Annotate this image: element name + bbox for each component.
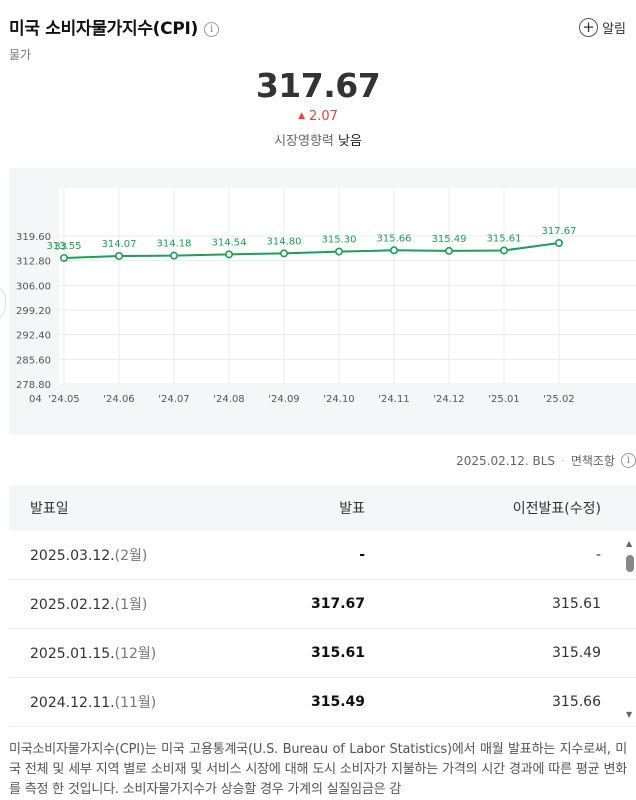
data-label: 314.80: [267, 236, 302, 247]
info-icon[interactable]: i: [203, 22, 219, 37]
x-tick-label: '24.08: [213, 394, 244, 405]
data-label: 314.07: [102, 239, 137, 250]
row-actual: 315.49: [310, 694, 365, 710]
disclaimer-link[interactable]: 면책조항: [570, 454, 615, 468]
row-previous: 315.61: [552, 596, 601, 612]
row-previous: 315.66: [552, 694, 601, 710]
y-tick-label: 306.00: [16, 281, 51, 292]
date-text: 2025.02.12.: [30, 597, 115, 613]
data-label: 33: [54, 242, 67, 253]
table-row: 2024.12.11.(11월) 315.49 315.66: [9, 678, 636, 727]
table-row: 2025.01.15.(12월) 315.61 315.49: [9, 629, 636, 678]
impact-label: 시장영향력: [274, 134, 334, 149]
value-summary: 317.67 ▲ 2.07 시장영향력 낮음: [0, 66, 636, 149]
x-tick-label: '25.01: [488, 394, 519, 405]
date-text: 2024.12.11.: [30, 695, 115, 711]
data-point: [59, 253, 68, 262]
change-amount: 2.07: [308, 109, 338, 124]
separator: ·: [561, 453, 565, 468]
y-tick-label: 292.40: [16, 331, 51, 342]
date-text: 2025.01.15.: [30, 646, 115, 662]
x-tick-label: '24.10: [323, 394, 354, 405]
row-date: 2025.01.15.(12월): [30, 643, 156, 663]
date-text: 2025.03.12.: [30, 548, 115, 564]
month-text: (1월): [114, 597, 148, 613]
x-tick-label: '24.09: [268, 394, 299, 405]
market-impact: 시장영향력 낮음: [0, 130, 636, 149]
row-date: 2024.12.11.(11월): [30, 692, 156, 712]
row-actual: -: [359, 547, 365, 563]
month-text: (12월): [114, 646, 157, 662]
data-label: 315.30: [322, 235, 357, 246]
data-label: 314.18: [157, 239, 192, 250]
x-tick-label: '24.05: [48, 394, 79, 405]
header-previous: 이전발표(수정): [512, 501, 601, 517]
month-text: (2월): [114, 548, 148, 564]
data-label: 313.55: [47, 241, 82, 252]
y-tick-label: 285.60: [16, 355, 51, 366]
impact-value: 낮음: [338, 134, 362, 149]
row-actual: 315.61: [310, 645, 365, 661]
data-label: 315.61: [487, 233, 522, 244]
page-title: 미국 소비자물가지수(CPI) i: [9, 14, 219, 39]
row-date: 2025.03.12.(2월): [30, 545, 147, 565]
data-point: [444, 246, 453, 255]
chart-scroll-handle[interactable]: [0, 285, 6, 321]
data-point: [389, 246, 398, 255]
source-date: 2025.02.12. BLS: [456, 453, 555, 468]
month-text: (11월): [114, 695, 157, 711]
data-point: [334, 247, 343, 256]
data-label: 315.66: [377, 233, 412, 244]
header-date: 발표일: [30, 501, 69, 517]
disclaimer-info-icon[interactable]: i: [621, 453, 636, 468]
x-tick-label: 04: [29, 394, 42, 405]
cpi-description: 미국소비자물가지수(CPI)는 미국 고용통계국(U.S. Bureau of …: [9, 742, 627, 797]
x-tick-label: '24.11: [378, 394, 409, 405]
table-row: 2025.02.12.(1월) 317.67 315.61: [9, 580, 636, 629]
data-point: [554, 239, 563, 248]
current-value: 317.67: [255, 66, 381, 105]
table-header: 발표일 발표 이전발표(수정): [9, 485, 636, 531]
data-point: [499, 246, 508, 255]
data-label: 317.67: [542, 226, 577, 237]
data-point: [115, 252, 124, 261]
row-previous: -: [595, 547, 601, 563]
cpi-chart-svg: 319.60 312.80 306.00 299.20 292.40 285.60 278.…: [16, 188, 636, 405]
plus-icon: +: [579, 18, 599, 37]
table-scrollbar[interactable]: ▲ ▼: [624, 537, 636, 719]
x-tick-label: '24.07: [158, 394, 189, 405]
data-label: 314.54: [212, 237, 247, 248]
change-value: ▲ 2.07: [0, 109, 636, 124]
up-arrow-icon: ▲: [298, 111, 305, 121]
cpi-chart[interactable]: 319.60 312.80 306.00 299.20 292.40 285.60 278.…: [9, 168, 636, 435]
header: 미국 소비자물가지수(CPI) i 물가 + 알림: [9, 14, 636, 64]
row-previous: 315.49: [552, 645, 601, 661]
release-table: 발표일 발표 이전발표(수정) 2025.03.12.(2월) - - 2025…: [9, 485, 636, 727]
y-tick-label: 299.20: [16, 306, 51, 317]
scroll-thumb[interactable]: [626, 555, 634, 572]
data-point: [279, 249, 288, 258]
title-text: 미국 소비자물가지수(CPI): [9, 19, 198, 39]
scroll-down-icon[interactable]: ▼: [626, 710, 633, 719]
data-label: 315.49: [432, 234, 467, 245]
y-tick-label: 278.80: [16, 380, 51, 391]
category-label: 물가: [9, 48, 32, 62]
plot-area: [59, 188, 636, 384]
row-actual: 317.67: [310, 596, 365, 612]
data-point: [225, 250, 234, 259]
alarm-label: 알림: [602, 22, 626, 37]
row-date: 2025.02.12.(1월): [30, 594, 147, 614]
data-point: [170, 251, 179, 260]
x-tick-label: '24.12: [433, 394, 464, 405]
source-line: 2025.02.12. BLS · 면책조항 i: [456, 452, 636, 469]
y-tick-label: 312.80: [16, 257, 51, 268]
table-row: 2025.03.12.(2월) - -: [9, 531, 636, 580]
x-tick-label: '25.02: [543, 394, 574, 405]
y-tick-label: 319.60: [16, 232, 51, 243]
x-tick-label: '24.06: [103, 394, 134, 405]
scroll-up-icon[interactable]: ▲: [626, 539, 633, 548]
header-actual: 발표: [339, 501, 365, 517]
alarm-button[interactable]: + 알림: [579, 18, 626, 37]
